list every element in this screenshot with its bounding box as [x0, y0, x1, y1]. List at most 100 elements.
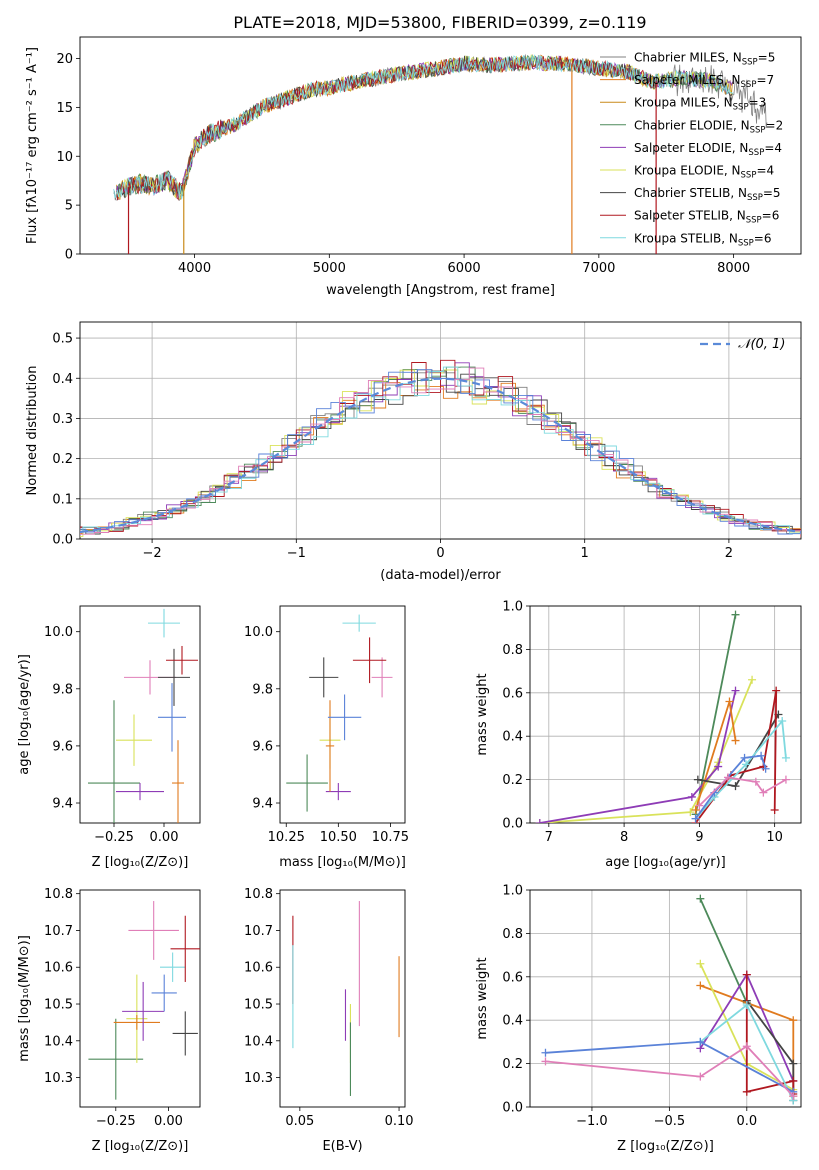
- y-tick-label: 9.4: [52, 797, 73, 812]
- legend-label: Salpeter MILES, NSSP=7: [634, 73, 774, 90]
- x-axis-label: E(B-V): [322, 1139, 362, 1154]
- y-tick-label: 1.0: [502, 884, 523, 899]
- y-tick-label: 1.0: [502, 600, 523, 615]
- y-tick-label: 0.4: [502, 730, 523, 745]
- weight-marker: [781, 775, 790, 784]
- legend-suffix: =2: [766, 118, 784, 132]
- y-tick-label: 9.8: [252, 682, 273, 697]
- y-tick-label: 10.8: [244, 887, 273, 902]
- errorbars: [292, 901, 400, 1096]
- x-tick-label: 0.10: [385, 1114, 414, 1129]
- y-tick-label: 0.8: [502, 927, 523, 942]
- gaussian-legend-label: 𝒩(0, 1): [738, 337, 785, 352]
- x-tick-label: 9: [695, 830, 703, 845]
- weight-marker: [789, 1059, 798, 1068]
- y-tick-label: 10.0: [44, 625, 73, 640]
- legend-suffix: =5: [763, 186, 781, 200]
- legend-subscript: SSP: [747, 193, 763, 203]
- x-tick-label: 7: [545, 830, 553, 845]
- x-tick-label: −0.25: [94, 830, 134, 845]
- legend-label: Chabrier STELIB, NSSP=5: [634, 186, 781, 203]
- x-axis-label: Z [log₁₀(Z/Z⊙)]: [92, 855, 189, 870]
- errorbars: [88, 901, 200, 1100]
- legend-label: Kroupa MILES, NSSP=3: [634, 96, 766, 113]
- axes-frame: [279, 605, 406, 824]
- weight-line: [694, 718, 787, 820]
- weight-marker: [691, 805, 700, 814]
- y-tick-label: 9.4: [252, 797, 273, 812]
- y-tick-label: 0.4: [52, 372, 73, 387]
- x-tick-label: 0.00: [154, 1114, 183, 1129]
- legend-label: Salpeter STELIB, NSSP=6: [634, 209, 779, 226]
- y-tick-label: 0.0: [52, 533, 73, 548]
- axes-frame: [529, 889, 802, 1108]
- legend-text: Chabrier MILES, N: [634, 51, 742, 65]
- histogram-series: [80, 367, 801, 535]
- weight-marker: [770, 805, 779, 814]
- legend-suffix: =6: [762, 209, 780, 223]
- y-tick-label: 0: [65, 248, 73, 263]
- y-axis-label: Flux [fλ10⁻¹⁷ erg cm⁻² s⁻¹ A⁻¹]: [25, 47, 40, 244]
- legend-label: Chabrier ELODIE, NSSP=2: [634, 118, 783, 135]
- weight-marker: [535, 819, 544, 823]
- spectrum-lines: [113, 53, 768, 254]
- weight-marker: [693, 775, 702, 784]
- x-tick-label: 1: [581, 546, 589, 561]
- legend-text: Salpeter MILES, N: [634, 73, 741, 87]
- y-tick-label: 10.3: [244, 1071, 273, 1086]
- weight-marker: [696, 959, 705, 968]
- y-tick-label: 0.0: [502, 1101, 523, 1116]
- y-tick-label: 5: [65, 199, 73, 214]
- weight-marker: [761, 764, 770, 773]
- y-tick-label: 10.6: [244, 961, 273, 976]
- weight-marker: [725, 697, 734, 706]
- errorbars: [286, 614, 393, 812]
- axes-frame: [79, 36, 802, 255]
- y-tick-label: 10.0: [244, 625, 273, 640]
- axes-frame: [79, 321, 802, 540]
- y-axis-label: Normed distribution: [25, 366, 40, 496]
- weight-marker: [723, 773, 732, 782]
- weight-marker: [686, 808, 695, 817]
- legend-subscript: SSP: [738, 238, 754, 248]
- weight-marker: [541, 1048, 550, 1057]
- legend-text: Kroupa MILES, N: [634, 96, 733, 110]
- x-tick-label: 6000: [448, 261, 481, 276]
- legend-label: Kroupa STELIB, NSSP=6: [634, 231, 772, 248]
- y-tick-label: 10.4: [244, 1034, 273, 1049]
- x-tick-label: 10.50: [320, 830, 357, 845]
- legend-text: Kroupa STELIB, N: [634, 231, 738, 245]
- weight-marker: [781, 753, 790, 762]
- x-tick-label: 8: [620, 830, 628, 845]
- legend-text: Chabrier STELIB, N: [634, 186, 747, 200]
- x-tick-label: 10: [766, 830, 783, 845]
- y-tick-label: 15: [56, 101, 73, 116]
- y-tick-label: 0.2: [52, 452, 73, 467]
- x-tick-label: 4000: [178, 261, 211, 276]
- weight-marker: [731, 736, 740, 745]
- legend-label: Kroupa ELODIE, NSSP=4: [634, 164, 774, 181]
- weight-marker: [742, 970, 751, 979]
- weight-marker: [772, 686, 781, 695]
- y-tick-label: 0.2: [502, 773, 523, 788]
- y-tick-label: 10.4: [44, 1034, 73, 1049]
- legend-suffix: =7: [756, 73, 774, 87]
- figure-title: PLATE=2018, MJD=53800, FIBERID=0399, z=0…: [233, 13, 646, 32]
- weight-marker: [696, 981, 705, 990]
- weight-marker: [696, 894, 705, 903]
- weight-marker: [742, 760, 751, 769]
- x-tick-label: −2: [143, 546, 162, 561]
- x-tick-label: 5000: [313, 261, 346, 276]
- spectrum-kroupa-stelib: [113, 54, 734, 200]
- y-tick-label: 0.1: [52, 492, 73, 507]
- legend-suffix: =4: [756, 164, 774, 178]
- weight-marker: [789, 1016, 798, 1025]
- x-tick-label: 0: [436, 546, 444, 561]
- x-tick-label: −0.5: [654, 1114, 686, 1129]
- weight-marker: [731, 610, 740, 619]
- y-tick-label: 0.8: [502, 643, 523, 658]
- weight-marker: [731, 782, 740, 791]
- legend-suffix: =6: [754, 231, 772, 245]
- x-tick-label: 7000: [582, 261, 615, 276]
- weight-marker: [748, 675, 757, 684]
